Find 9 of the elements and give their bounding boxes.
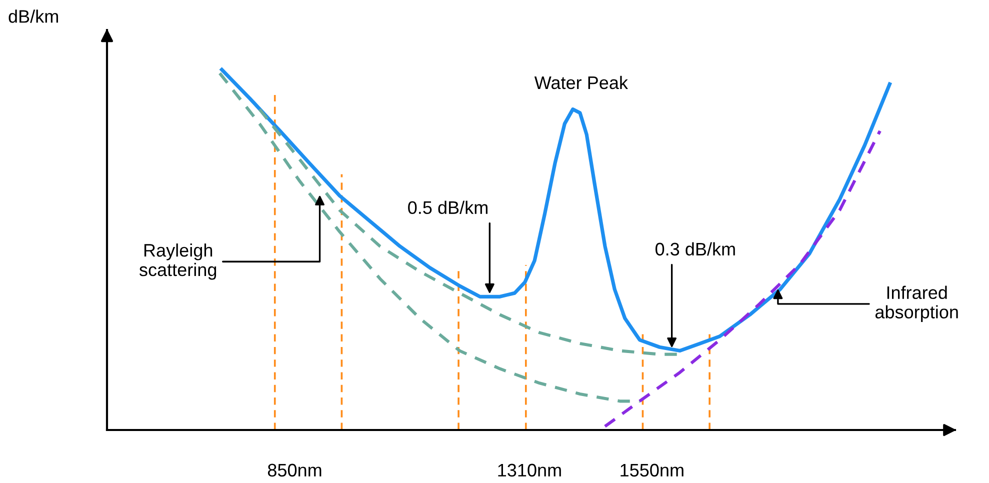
annotation: Rayleigh scattering [139, 243, 216, 280]
x-tick-label: 1310nm [498, 464, 561, 477]
x-tick-label: 1550nm [620, 464, 684, 477]
y-axis-title: dB/km [8, 10, 58, 23]
x-tick-label: 850nm [268, 464, 322, 477]
annotation: Water Peak [534, 76, 628, 90]
annotation: 0.5 dB/km [408, 200, 488, 214]
annotation: Infrared absorption [875, 286, 958, 322]
annotation: 0.3 dB/km [656, 242, 735, 256]
